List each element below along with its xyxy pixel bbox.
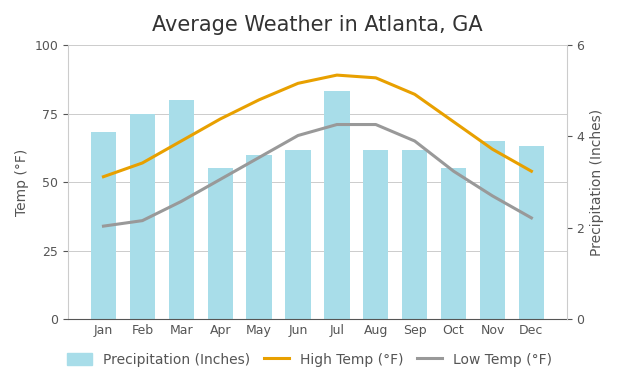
High Temp (°F)	[489, 147, 496, 152]
Low Temp (°F)	[294, 133, 301, 138]
Y-axis label: Temp (°F): Temp (°F)	[15, 149, 29, 216]
Bar	[402, 150, 427, 319]
Low Temp (°F)	[489, 194, 496, 198]
Low Temp (°F)	[139, 218, 146, 223]
Legend: Precipitation (Inches), High Temp (°F), Low Temp (°F): Precipitation (Inches), High Temp (°F), …	[61, 347, 558, 372]
High Temp (°F)	[100, 174, 107, 179]
High Temp (°F)	[294, 81, 301, 86]
Bar	[285, 150, 311, 319]
Bar	[363, 150, 389, 319]
Low Temp (°F)	[450, 169, 457, 173]
High Temp (°F)	[450, 119, 457, 124]
Low Temp (°F)	[411, 139, 418, 143]
Low Temp (°F)	[528, 216, 535, 220]
Bar	[519, 146, 544, 319]
High Temp (°F)	[139, 161, 146, 165]
Bar	[480, 141, 505, 319]
High Temp (°F)	[178, 139, 185, 143]
Bar	[324, 91, 350, 319]
Low Temp (°F)	[100, 224, 107, 228]
High Temp (°F)	[217, 117, 224, 121]
Y-axis label: Precipitation (Inches): Precipitation (Inches)	[590, 109, 604, 256]
Low Temp (°F)	[333, 122, 340, 127]
High Temp (°F)	[411, 92, 418, 97]
Bar	[207, 169, 233, 319]
High Temp (°F)	[528, 169, 535, 173]
Title: Average Weather in Atlanta, GA: Average Weather in Atlanta, GA	[152, 15, 483, 35]
Low Temp (°F)	[256, 155, 263, 160]
Bar	[168, 100, 194, 319]
High Temp (°F)	[372, 75, 379, 80]
Low Temp (°F)	[372, 122, 379, 127]
Bar	[130, 113, 155, 319]
High Temp (°F)	[256, 98, 263, 102]
Low Temp (°F)	[178, 199, 185, 204]
Line: High Temp (°F): High Temp (°F)	[103, 75, 532, 177]
Bar	[441, 169, 466, 319]
Low Temp (°F)	[217, 177, 224, 182]
Bar	[91, 132, 116, 319]
Line: Low Temp (°F): Low Temp (°F)	[103, 124, 532, 226]
High Temp (°F)	[333, 73, 340, 77]
Bar	[246, 155, 272, 319]
